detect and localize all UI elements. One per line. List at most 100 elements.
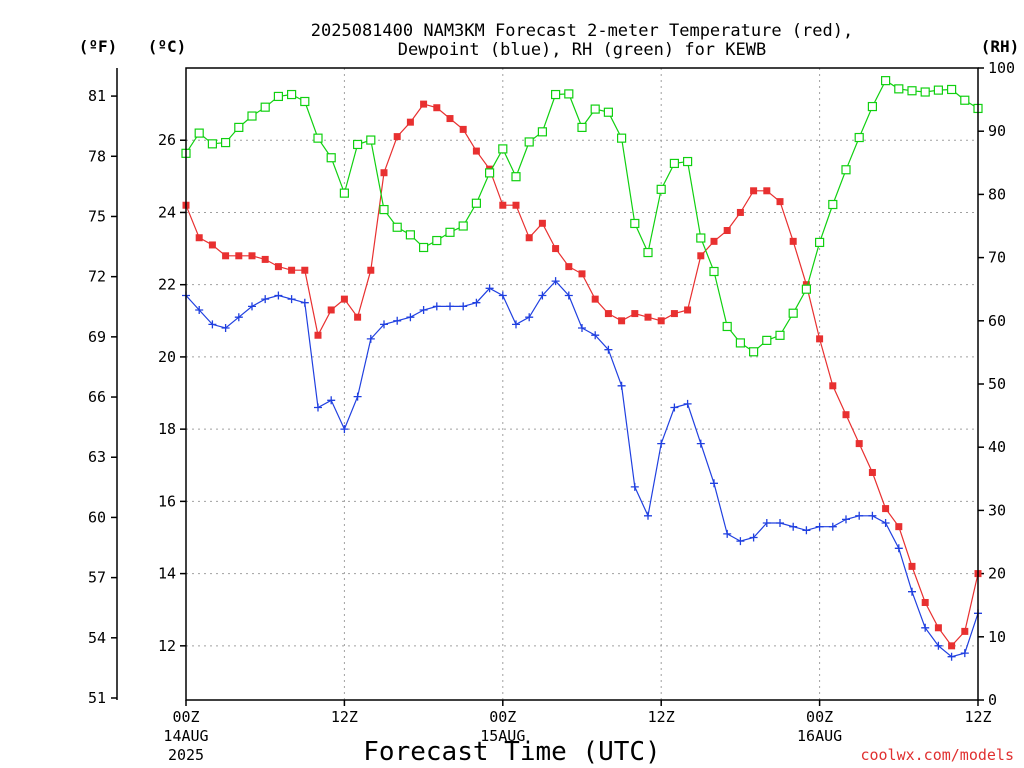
rh-point xyxy=(339,188,349,198)
temperature-point xyxy=(459,125,467,133)
dewpoint-point xyxy=(723,529,732,538)
temperature-point xyxy=(314,331,322,339)
rh-point xyxy=(564,89,574,99)
dewpoint-point xyxy=(366,334,375,343)
temperature-point xyxy=(618,317,626,325)
temperature-point xyxy=(855,440,863,448)
dewpoint-point xyxy=(762,519,771,527)
x-tick-label: 00Z xyxy=(172,708,199,726)
rh-point xyxy=(537,127,548,137)
dewpoint-point xyxy=(591,331,600,340)
rh-point xyxy=(300,96,310,107)
dewpoint-point xyxy=(828,522,837,531)
temperature-point xyxy=(591,295,599,303)
rh-point xyxy=(366,135,376,145)
temperature-point xyxy=(789,237,797,245)
rh-point xyxy=(590,104,600,114)
temperature-point xyxy=(446,115,454,123)
dewpoint-point xyxy=(551,277,560,286)
rh-point xyxy=(432,235,442,246)
rh-point xyxy=(828,199,838,210)
temperature-point xyxy=(222,252,230,260)
x-tick-year-label: 2025 xyxy=(168,746,204,764)
temperature-point xyxy=(723,227,731,235)
temperature-point xyxy=(340,295,348,303)
dewpoint-point xyxy=(472,298,481,307)
rh-point xyxy=(194,128,204,138)
dewpoint-point xyxy=(604,345,613,354)
rh-point xyxy=(221,137,231,148)
temperature-point xyxy=(235,252,243,260)
rh-point xyxy=(471,198,481,208)
celsius-tick-label: 14 xyxy=(158,565,176,583)
fahrenheit-tick-label: 63 xyxy=(88,448,106,466)
rh-point xyxy=(643,247,653,258)
rh-point xyxy=(630,218,640,229)
temperature-point xyxy=(657,317,665,325)
rh-point xyxy=(273,91,283,102)
rh-tick-label: 0 xyxy=(988,691,997,709)
fahrenheit-tick-label: 81 xyxy=(88,87,106,105)
celsius-tick-label: 18 xyxy=(158,420,176,438)
x-tick-label: 00Z xyxy=(489,708,516,726)
dewpoint-point xyxy=(485,284,494,293)
temperature-point xyxy=(472,147,480,155)
fahrenheit-tick-label: 69 xyxy=(88,328,106,346)
rh-point xyxy=(550,89,561,100)
rh-tick-label: 40 xyxy=(988,438,1006,456)
temperature-point xyxy=(644,313,652,321)
temperature-point xyxy=(684,306,692,314)
dewpoint-point xyxy=(657,439,666,448)
credit-label: coolwx.com/models xyxy=(860,746,1014,764)
dewpoint-point xyxy=(300,298,309,307)
rh-point xyxy=(392,222,402,232)
dewpoint-point xyxy=(446,302,454,311)
temperature-point xyxy=(433,104,441,112)
fahrenheit-tick-label: 54 xyxy=(88,629,106,647)
temperature-point xyxy=(499,201,507,209)
rh-tick-label: 60 xyxy=(988,312,1006,330)
rh-unit-label: (RH) xyxy=(981,37,1020,56)
rh-point xyxy=(234,122,244,133)
temperature-point xyxy=(697,252,705,260)
rh-point xyxy=(353,139,363,150)
rh-point xyxy=(458,221,468,231)
dewpoint-point xyxy=(630,482,639,491)
rh-point xyxy=(920,87,930,97)
rh-point xyxy=(907,86,917,96)
fahrenheit-tick-label: 60 xyxy=(88,508,106,526)
rh-point xyxy=(603,107,614,117)
rh-point xyxy=(762,335,772,345)
temperature-point xyxy=(538,219,546,227)
rh-point xyxy=(656,184,666,194)
temperature-point xyxy=(842,411,850,419)
temperature-point xyxy=(380,169,388,177)
fahrenheit-tick-label: 78 xyxy=(88,147,106,165)
dewpoint-point xyxy=(248,302,256,311)
grid-layer xyxy=(186,68,978,700)
rh-point xyxy=(748,347,759,357)
chart-title-line-1: 2025081400 NAM3KM Forecast 2-meter Tempe… xyxy=(311,21,853,41)
temperature-point xyxy=(327,306,335,314)
rh-point xyxy=(445,227,455,237)
dewpoint-point xyxy=(644,511,652,520)
fahrenheit-tick-label: 66 xyxy=(88,388,106,406)
plot-frame xyxy=(185,67,979,701)
dewpoint-point xyxy=(960,649,969,658)
fahrenheit-tick-label: 57 xyxy=(88,569,106,587)
dewpoint-point xyxy=(314,403,322,412)
rh-point xyxy=(880,76,891,86)
rh-point xyxy=(682,156,693,167)
dewpoint-point xyxy=(419,306,428,314)
temperature-point xyxy=(948,642,956,650)
rh-point xyxy=(485,168,495,178)
dewpoint-point xyxy=(710,479,718,488)
rh-point xyxy=(207,139,217,149)
temperature-point xyxy=(868,468,876,476)
temperature-point xyxy=(829,382,837,390)
temperature-point xyxy=(406,118,414,126)
temperature-point xyxy=(776,198,784,206)
temperature-point xyxy=(208,241,216,249)
dewpoint-line xyxy=(185,280,979,658)
fahrenheit-tick-label: 72 xyxy=(88,268,106,286)
